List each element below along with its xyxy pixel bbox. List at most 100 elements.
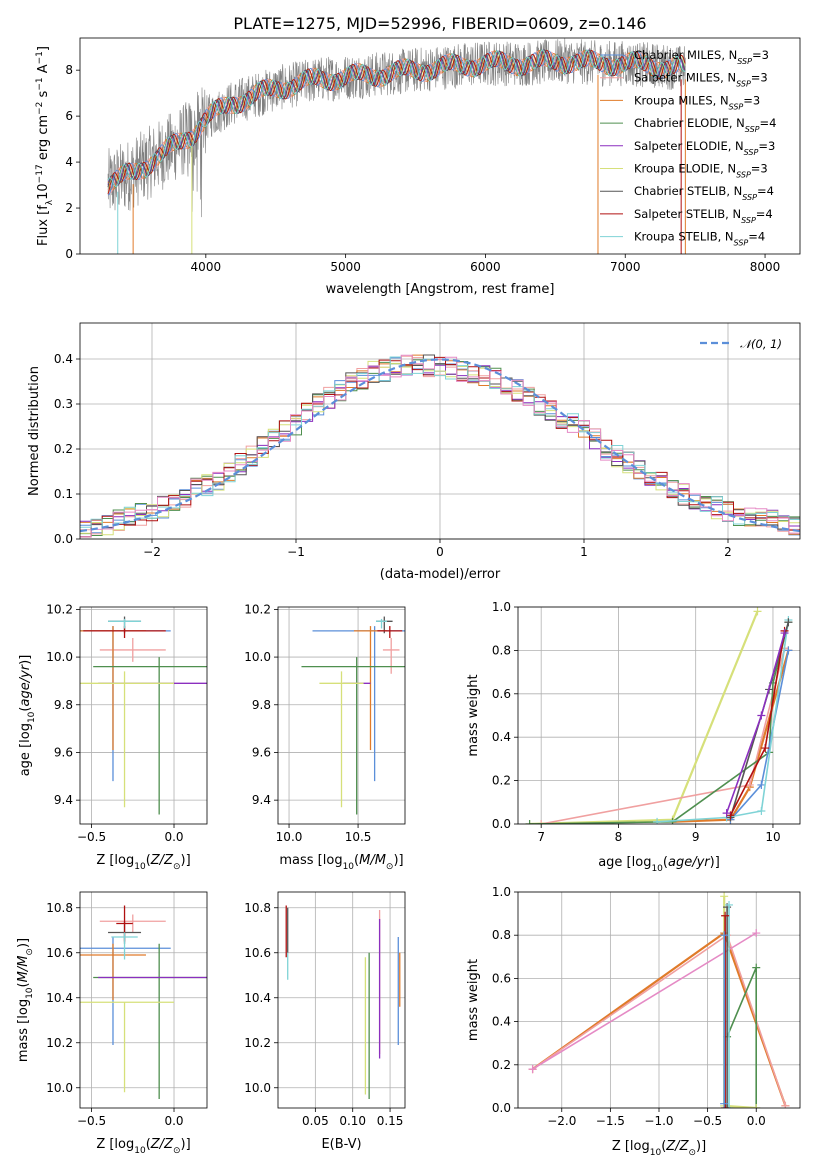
legend-subscript: SSP [729,102,744,111]
legend-subscript: SSP [741,215,756,224]
x-tick-label: 7000 [610,260,641,274]
y-tick-label: 0.0 [54,532,73,546]
weight-marker [784,646,793,655]
y-axis-label: mass [log10(M/M⊙)] [16,938,35,1062]
weight-marker [725,1104,734,1108]
y-tick-label: 10.4 [46,991,73,1005]
legend-label: Salpeter MILES, N [634,71,736,85]
legend-entry: Salpeter ELODIE, NSSP=3 [634,139,775,157]
plot-area [107,38,686,254]
y-tick-label: 10.8 [244,901,271,915]
plot-area [528,892,790,1108]
weight-marker [720,1099,729,1108]
chart-mass-vs-Z: −0.5 0.0 10.0 10.2 10.4 10.6 10.8 Z [log10(Z/Z⊙… [16,891,208,1156]
y-tick-label: 0.8 [492,928,511,942]
legend-value: =4 [748,230,765,244]
weight-marker [722,809,731,818]
x-tick-label: 8000 [750,260,781,274]
legend-entry: Chabrier MILES, NSSP=3 [634,48,769,66]
legend-label: Kroupa ELODIE, N [634,162,736,176]
x-axis-label: E(B-V) [321,1137,361,1152]
legend-label: Kroupa MILES, N [634,93,729,107]
weight-marker [723,1104,732,1108]
y-tick-label: 9.4 [252,793,271,807]
x-axis-label: age [log10(age/yr)] [598,855,720,874]
y-tick-label: 10.2 [46,1036,73,1050]
x-tick-label: 10.0 [276,830,303,844]
legend-label: Chabrier ELODIE, N [634,116,745,130]
axes-frame [517,891,801,1109]
weight-marker [668,817,677,824]
spectrum-model-kroupa-miles [107,50,682,191]
legend-subscript: SSP [736,79,751,88]
x-tick-label: 10.5 [345,830,372,844]
weight-marker [726,811,735,820]
y-tick-label: 0.2 [54,442,73,456]
y-tick-label: 9.6 [252,745,271,759]
y-tick-label: 10.6 [46,946,73,960]
y-tick-label: 9.8 [252,698,271,712]
y-tick-label: 1.0 [492,600,511,614]
weight-marker [757,711,766,720]
y-axis-label: age [log10(age/yr)] [18,655,37,777]
x-tick-label: 2 [724,545,732,559]
x-tick-label: 7 [537,830,545,844]
legend-label: 𝒩(0, 1) [740,337,782,351]
weight-line-chabrier-elodie [529,622,790,824]
weight-line-hist_extra [532,932,757,1070]
errorbar-salpeter-stelib [377,626,403,638]
y-tick-label: 8 [65,63,73,77]
normal-curve [80,358,800,533]
grid [518,891,800,1109]
y-tick-label: 10.2 [244,602,271,616]
legend-subscript: SSP [745,125,760,134]
errorbar-kroupa-miles [80,626,146,751]
legend-value: =4 [760,116,777,130]
plot-area [301,616,405,815]
weight-marker [720,892,729,901]
legend-value: =4 [756,207,773,221]
y-tick-label: 6 [65,109,73,123]
y-tick-label: 10.0 [244,1081,271,1095]
weight-marker [784,618,793,627]
x-tick-label: 0.0 [164,1114,183,1128]
legend-label: Salpeter ELODIE, N [634,139,744,153]
chart-mass-weight-vs-Z: −2.0 −1.5 −1.0 −0.5 0.0 0.0 0.2 0.4 0.6 0.8 1.0 Z [… [466,885,801,1158]
y-tick-label: 10.0 [46,1081,73,1095]
weight-line-salpeter-miles [541,648,786,824]
legend-entry: Kroupa MILES, NSSP=3 [634,93,760,111]
x-tick-label: 0.0 [747,1114,766,1128]
y-tick-label: 0.1 [54,487,73,501]
weight-marker [653,817,662,824]
weight-line-kroupa-elodie [529,610,759,824]
weight-marker [780,629,789,638]
figure-title: PLATE=1275, MJD=52996, FIBERID=0609, z=0… [233,14,646,33]
weight-line-kroupa-miles [672,650,790,823]
legend-label: Chabrier MILES, N [634,48,737,62]
errorbar-kroupa-miles [80,943,146,1000]
y-tick-label: 1.0 [492,885,511,899]
x-axis-label: Z [log10(Z/Z⊙)] [612,1139,706,1158]
weight-line-kroupa-stelib [657,619,790,823]
errorbar-salpeter-miles [382,638,400,674]
plot-area [285,905,401,1099]
histogram-step-9 [80,354,800,538]
y-tick-label: 10.4 [244,991,271,1005]
chart-mass-vs-ebv: 0.05 0.10 0.15 10.0 10.2 10.4 10.6 10.8 E(B-V) [244,891,406,1152]
weight-marker [752,929,761,938]
weight-marker [528,1065,537,1074]
weight-marker [720,931,729,940]
x-tick-label: −0.5 [77,1114,106,1128]
legend-label: Chabrier STELIB, N [634,184,742,198]
x-axis-label: mass [log10(M/M⊙)] [279,853,403,872]
axes-frame [517,606,801,825]
legend-subscript: SSP [734,238,749,247]
legend-subscript: SSP [744,147,759,156]
legend-entry: Chabrier ELODIE, NSSP=4 [634,116,776,134]
legend-entry: Kroupa STELIB, NSSP=4 [634,230,765,248]
grid [278,892,405,1108]
errorbar-kroupa-stelib [108,618,142,629]
y-tick-label: 0 [65,247,73,261]
y-tick-label: 4 [65,155,73,169]
x-tick-label: 0.10 [339,1114,366,1128]
